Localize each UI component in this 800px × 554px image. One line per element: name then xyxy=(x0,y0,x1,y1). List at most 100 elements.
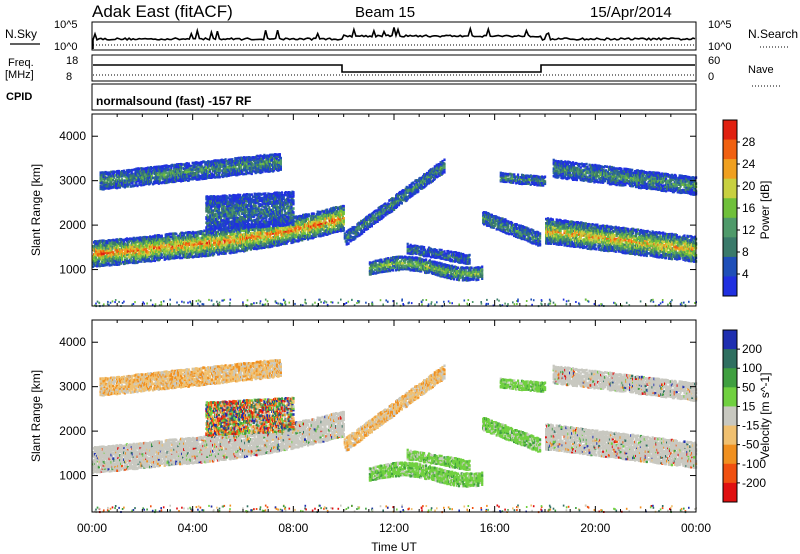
power-cell xyxy=(217,195,219,198)
power-cell xyxy=(221,241,223,244)
power-cell xyxy=(170,243,172,246)
power-cell xyxy=(169,233,171,236)
power-cell xyxy=(119,180,121,183)
power-cell xyxy=(185,177,187,180)
power-cell xyxy=(251,173,253,176)
power-cell xyxy=(324,218,326,221)
power-cell xyxy=(136,185,138,188)
power-cell xyxy=(130,185,132,188)
station-title: Adak East (fitACF) xyxy=(92,2,233,21)
power-cell xyxy=(109,239,111,242)
power-cell xyxy=(258,247,260,250)
power-cell xyxy=(343,227,345,230)
power-cell xyxy=(161,253,163,256)
power-cell xyxy=(185,171,187,174)
power-cell xyxy=(226,173,228,176)
power-cell xyxy=(165,179,167,182)
power-cell xyxy=(298,234,300,237)
power-cell xyxy=(235,214,237,217)
power-cell xyxy=(226,250,228,253)
power-cell xyxy=(280,165,282,168)
power-cell xyxy=(259,200,261,203)
power-cell xyxy=(210,250,212,253)
power-cell xyxy=(249,193,251,196)
power-cell xyxy=(238,244,240,247)
freq-label-2: [MHz] xyxy=(5,69,34,81)
noise-tick-bottom-left: 10^0 xyxy=(54,41,78,53)
power-cell xyxy=(278,159,280,162)
power-cell xyxy=(154,243,156,246)
power-cell xyxy=(223,246,225,249)
power-cell xyxy=(205,166,207,169)
power-cell xyxy=(250,156,252,159)
power-cell xyxy=(229,239,231,242)
power-cell xyxy=(285,191,287,194)
power-cell xyxy=(243,230,245,233)
power-cell xyxy=(211,173,213,176)
power-cell xyxy=(151,167,153,170)
date-title: 15/Apr/2014 xyxy=(590,4,672,21)
power-cell xyxy=(206,222,208,225)
power-cell xyxy=(343,211,345,214)
power-cell xyxy=(268,206,270,209)
power-cell xyxy=(189,231,191,234)
nave-label: Nave xyxy=(748,64,774,76)
power-cell xyxy=(179,257,181,260)
nave-tick-top: 60 xyxy=(708,55,720,67)
power-cell xyxy=(187,169,189,172)
power-cell xyxy=(209,254,211,257)
noise-tick-bottom-right: 10^0 xyxy=(708,41,732,53)
power-cell xyxy=(147,177,149,180)
power-cell xyxy=(292,207,294,210)
power-cell xyxy=(169,236,171,239)
power-cell xyxy=(116,238,118,241)
power-cell xyxy=(267,158,269,161)
power-cell xyxy=(221,219,223,222)
power-cell xyxy=(252,232,254,235)
beam-title: Beam 15 xyxy=(355,4,415,21)
freq-tick-bottom: 8 xyxy=(66,71,72,83)
power-cell xyxy=(132,169,134,172)
power-cell xyxy=(134,237,136,240)
power-cell xyxy=(171,253,173,256)
power-cell xyxy=(288,223,290,226)
power-cell xyxy=(243,173,245,176)
power-cell xyxy=(106,252,108,255)
power-cell xyxy=(120,238,122,241)
power-cell xyxy=(282,214,284,217)
power-cell xyxy=(224,161,226,164)
power-cell xyxy=(298,239,300,242)
cpid-panel: CPID normalsound (fast) -157 RF xyxy=(6,84,696,110)
noise-tick-top-left: 10^5 xyxy=(54,19,78,31)
power-cell xyxy=(181,232,183,235)
power-cell xyxy=(162,165,164,168)
power-cell xyxy=(189,178,191,181)
cpid-label: CPID xyxy=(6,91,32,103)
power-cell xyxy=(186,162,188,165)
power-cell xyxy=(175,233,177,236)
noise-right-label: N.Search xyxy=(748,27,798,41)
power-cell xyxy=(104,187,106,190)
figure: Adak East (fitACF) Beam 15 15/Apr/2014 N… xyxy=(0,0,800,554)
power-cell xyxy=(152,177,154,180)
power-cell xyxy=(229,241,231,244)
power-cell xyxy=(299,224,301,227)
power-cell xyxy=(217,198,219,201)
power-cell xyxy=(248,234,250,237)
power-cell xyxy=(126,257,128,260)
power-cell xyxy=(206,242,208,245)
power-cell xyxy=(189,165,191,168)
power-cell xyxy=(305,220,307,223)
power-cell xyxy=(259,154,261,157)
power-cell xyxy=(304,232,306,235)
power-cell xyxy=(313,213,315,216)
power-cell xyxy=(252,170,254,173)
power-cell xyxy=(140,184,142,187)
power-cell xyxy=(183,232,185,235)
power-cell xyxy=(262,217,264,220)
power-cell xyxy=(266,208,268,211)
power-cell xyxy=(257,155,259,158)
power-cell xyxy=(239,194,241,197)
power-cell xyxy=(335,215,337,218)
